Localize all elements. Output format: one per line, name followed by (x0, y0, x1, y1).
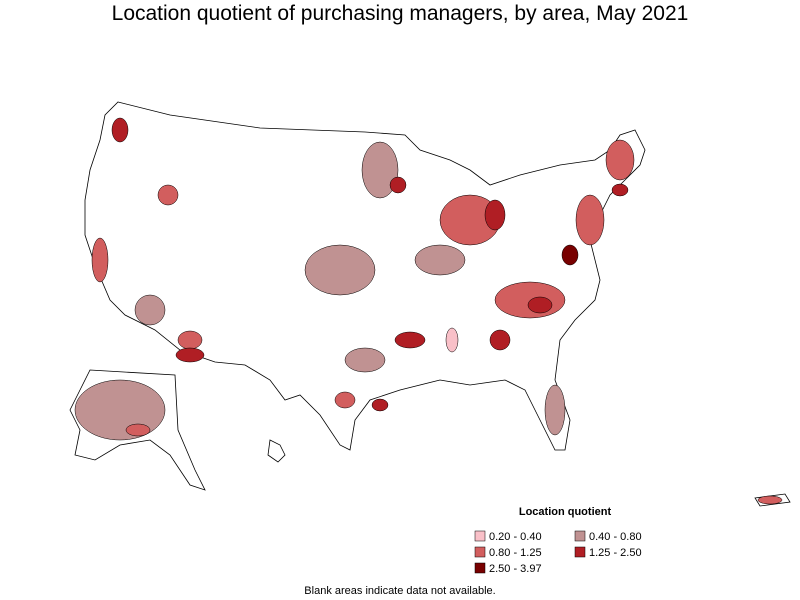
area (74, 379, 166, 441)
area (361, 141, 399, 199)
areas (74, 117, 783, 505)
area (484, 199, 506, 231)
area (414, 244, 466, 276)
area (445, 327, 459, 353)
legend-swatch (574, 530, 586, 542)
area (175, 347, 205, 363)
area (527, 296, 553, 314)
title: Location quotient of purchasing managers… (112, 2, 689, 25)
legend-label: 0.80 - 1.25 (489, 547, 542, 559)
area (371, 398, 389, 412)
legend-title: Location quotient (519, 506, 612, 518)
area (611, 183, 629, 197)
area (605, 139, 635, 181)
legend-swatch (574, 546, 586, 558)
legend-swatch (474, 546, 486, 558)
area (344, 347, 386, 373)
area (561, 244, 579, 266)
hawaii (267, 439, 286, 463)
legend-label: 1.25 - 2.50 (589, 547, 642, 559)
area (544, 384, 566, 436)
area (494, 281, 566, 319)
legend-label: 0.20 - 0.40 (489, 531, 542, 543)
area (394, 331, 426, 349)
area (389, 176, 407, 194)
area (489, 329, 511, 351)
legend-swatch (474, 530, 486, 542)
legend-swatch (474, 562, 486, 574)
area (177, 330, 203, 350)
footnote: Blank areas indicate data not available. (304, 585, 495, 597)
area (134, 294, 166, 326)
area (757, 495, 783, 505)
area (575, 194, 605, 246)
area (91, 237, 109, 283)
legend: 0.20 - 0.40 0.40 - 0.80 0.80 - 1.25 1.25 - … (474, 530, 642, 575)
area (157, 184, 179, 206)
area (125, 423, 151, 437)
map (69, 101, 791, 507)
area (304, 244, 376, 296)
area (111, 117, 129, 143)
legend-label: 2.50 - 3.97 (489, 563, 542, 575)
legend-label: 0.40 - 0.80 (589, 531, 642, 543)
area (334, 391, 356, 409)
